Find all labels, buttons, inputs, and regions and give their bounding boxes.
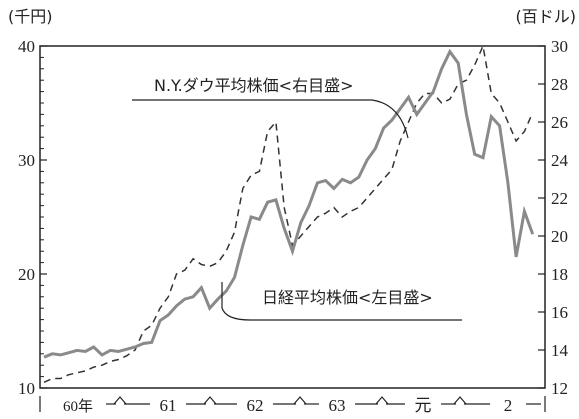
x-category-label: 63 (329, 396, 346, 415)
x-category-label: 元 (415, 396, 432, 415)
x-period-separator (453, 396, 467, 405)
right-tick-label: 12 (551, 379, 568, 398)
x-axis: 60年 61 62 63 元 2 (39, 396, 546, 415)
left-tick-label: 40 (18, 37, 35, 56)
plot-frame (39, 45, 546, 389)
right-axis-unit: (百ドル) (516, 7, 577, 26)
series-ny-dow-leader (132, 99, 409, 139)
x-period-separator (113, 396, 127, 405)
x-period-separator (203, 396, 217, 405)
series-nikkei-leader (221, 282, 462, 321)
right-tick-label: 30 (551, 37, 568, 56)
right-tick-label: 18 (551, 265, 568, 284)
left-tick-label: 10 (18, 379, 35, 398)
right-tick-label: 14 (551, 341, 569, 360)
x-category-label: 60年 (63, 398, 93, 415)
right-tick-label: 22 (551, 189, 568, 208)
right-tick-label: 26 (551, 113, 568, 132)
right-tick-label: 20 (551, 227, 568, 246)
series-ny-dow-label: N.Y.ダウ平均株価<右目盛> (154, 76, 354, 95)
series-ny-dow-line (43, 43, 534, 383)
x-category-label: 2 (504, 396, 513, 415)
right-axis: 12 14 16 18 20 22 24 26 28 30 (538, 37, 569, 398)
right-tick-label: 28 (551, 75, 568, 94)
left-tick-label: 20 (18, 265, 35, 284)
x-category-label: 62 (247, 396, 264, 415)
right-tick-label: 16 (551, 303, 568, 322)
left-axis: 10 20 30 40 (18, 37, 47, 398)
right-tick-label: 24 (551, 151, 569, 170)
x-period-separator (293, 396, 307, 405)
series-nikkei-line (43, 48, 535, 359)
left-axis-unit: (千円) (8, 7, 53, 26)
x-period-separator (375, 396, 389, 405)
left-tick-label: 30 (18, 151, 35, 170)
x-category-label: 61 (160, 396, 177, 415)
series-nikkei-label: 日経平均株価<左目盛> (262, 288, 433, 307)
